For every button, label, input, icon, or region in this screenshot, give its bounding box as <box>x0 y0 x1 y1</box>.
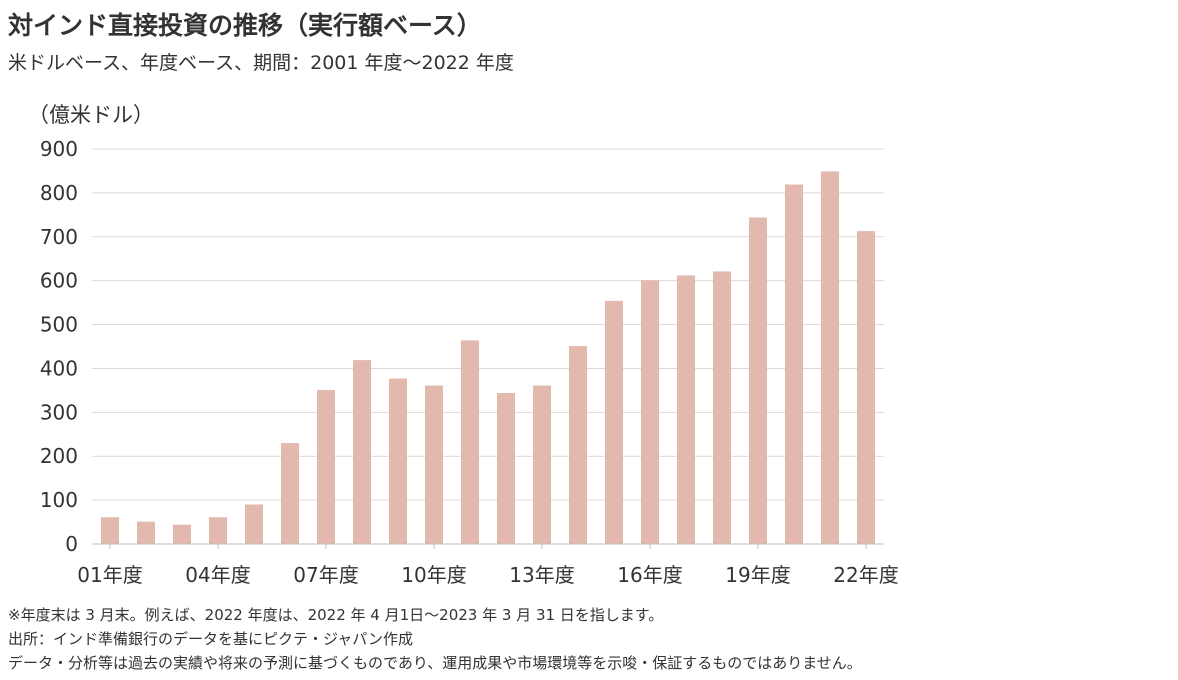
x-tick-label: 01年度 <box>77 563 142 587</box>
x-tick-label: 16年度 <box>617 563 682 587</box>
bar-08年度 <box>353 360 371 544</box>
y-tick-label: 400 <box>40 356 78 380</box>
x-tick-label: 13年度 <box>509 563 574 587</box>
bar-18年度 <box>713 271 731 544</box>
y-tick-label: 300 <box>40 400 78 424</box>
footnote-source: 出所：インド準備銀行のデータを基にピクテ・ジャパン作成 <box>8 630 414 648</box>
bar-09年度 <box>389 378 407 544</box>
footnote-disclaimer: データ・分析等は過去の実績や将来の予測に基づくものであり、運用成果や市場環境等を… <box>8 654 862 672</box>
y-tick-label: 900 <box>40 137 78 161</box>
bar-02年度 <box>137 521 155 544</box>
y-tick-label: 600 <box>40 269 78 293</box>
y-tick-label: 200 <box>40 444 78 468</box>
footnote-fiscal-year: ※年度末は 3 月末。例えば、2022 年度は、2022 年 4 月1日～202… <box>8 606 664 624</box>
bar-15年度 <box>605 300 623 544</box>
bar-13年度 <box>533 385 551 544</box>
bar-10年度 <box>425 385 443 544</box>
bar-04年度 <box>209 517 227 544</box>
bar-20年度 <box>785 184 803 545</box>
bar-17年度 <box>677 275 695 544</box>
chart-subtitle: 米ドルベース、年度ベース、期間：2001 年度～2022 年度 <box>8 52 514 74</box>
footnotes: ※年度末は 3 月末。例えば、2022 年度は、2022 年 4 月1日～202… <box>8 603 862 675</box>
y-tick-label: 100 <box>40 488 78 512</box>
bars <box>101 171 875 545</box>
x-tick-label: 07年度 <box>293 563 358 587</box>
x-tick-label: 19年度 <box>725 563 790 587</box>
x-axis-ticks: 01年度 04年度 07年度 10年度 13年度 16年度 19年度 22年度 <box>77 544 899 587</box>
bar-14年度 <box>569 346 587 544</box>
bar-12年度 <box>497 393 515 544</box>
bar-05年度 <box>245 504 263 544</box>
x-tick-label: 22年度 <box>833 563 898 587</box>
bar-03年度 <box>173 524 191 544</box>
y-tick-label: 0 <box>65 532 78 556</box>
chart-title: 対インド直接投資の推移（実行額ベース） <box>8 11 482 40</box>
y-tick-label: 800 <box>40 181 78 205</box>
bar-16年度 <box>641 280 659 544</box>
x-tick-label: 10年度 <box>401 563 466 587</box>
bar-21年度 <box>821 171 839 544</box>
y-tick-label: 500 <box>40 313 78 337</box>
bar-01年度 <box>101 517 119 544</box>
y-tick-label: 700 <box>40 225 78 249</box>
x-tick-label: 04年度 <box>185 563 250 587</box>
bar-chart: （億米ドル） 0 100 200 300 400 500 600 700 800 900 01年度… <box>28 103 899 587</box>
bar-06年度 <box>281 443 299 544</box>
bar-11年度 <box>461 340 479 544</box>
bar-07年度 <box>317 389 335 544</box>
y-axis-unit-label: （億米ドル） <box>28 103 154 127</box>
bar-22年度 <box>857 231 875 545</box>
bar-19年度 <box>749 217 767 544</box>
y-axis-ticks: 0 100 200 300 400 500 600 700 800 900 <box>40 137 78 556</box>
